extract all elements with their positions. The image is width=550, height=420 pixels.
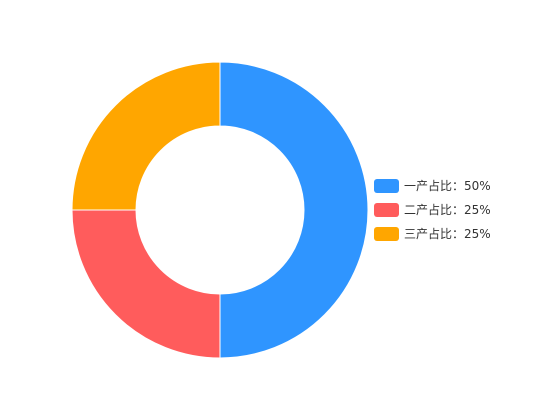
- chart-legend: 一产占比：50% 二产占比：25% 三产占比：25%: [374, 176, 544, 248]
- donut-slice-2[interactable]: [71, 209, 221, 359]
- legend-label-secondary: 二产占比：25%: [404, 203, 491, 217]
- legend-item-secondary[interactable]: 二产占比：25%: [374, 200, 544, 220]
- legend-item-primary[interactable]: 一产占比：50%: [374, 176, 544, 196]
- donut-slice-1[interactable]: [219, 61, 369, 359]
- legend-swatch-secondary: [374, 203, 399, 217]
- legend-swatch-tertiary: [374, 227, 399, 241]
- donut-slice-3[interactable]: [71, 61, 221, 211]
- legend-label-primary: 一产占比：50%: [404, 179, 491, 193]
- legend-item-tertiary[interactable]: 三产占比：25%: [374, 224, 544, 244]
- legend-label-tertiary: 三产占比：25%: [404, 227, 491, 241]
- legend-swatch-primary: [374, 179, 399, 193]
